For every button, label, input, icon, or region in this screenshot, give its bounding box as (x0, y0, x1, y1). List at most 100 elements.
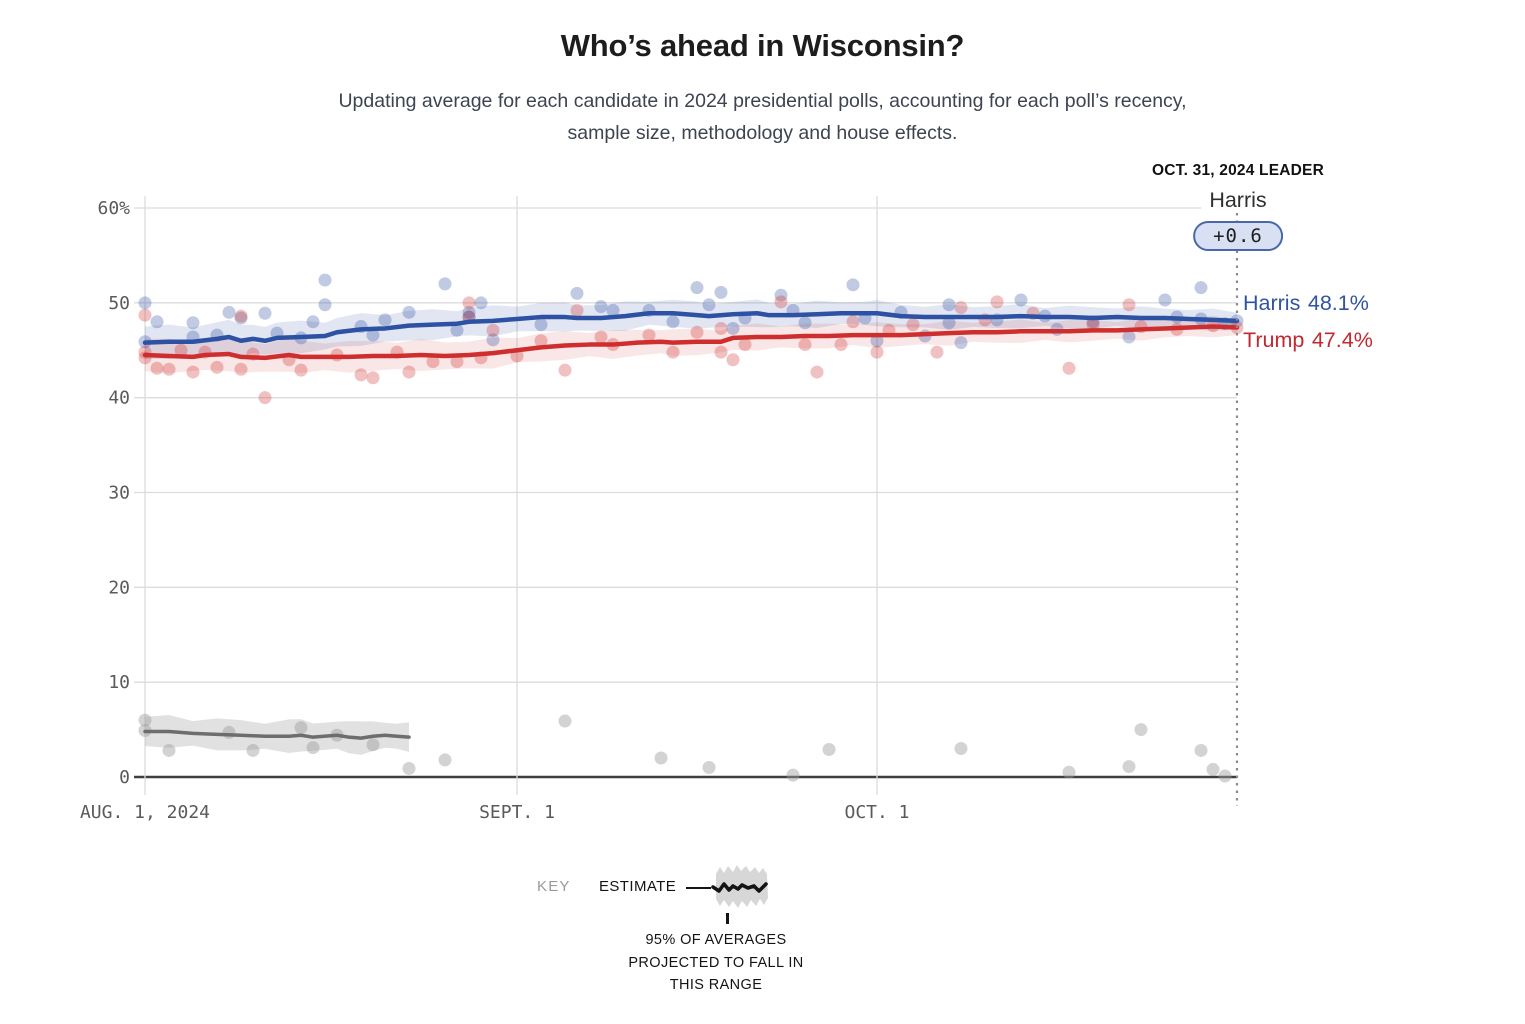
poll-dot-harris (954, 336, 968, 350)
poll-dot-harris (486, 333, 500, 347)
key-caption: 95% OF AVERAGES PROJECTED TO FALL IN THI… (586, 929, 846, 997)
trump-end-value: 47.4% (1311, 328, 1373, 352)
x-tick-label: AUG. 1, 2024 (80, 802, 210, 823)
poll-dot-harris (846, 278, 860, 292)
poll-dot-trump (1062, 361, 1076, 375)
y-tick-label: 0 (119, 767, 130, 788)
poll-dot-harris (186, 316, 200, 330)
poll-dot-trump (738, 338, 752, 352)
poll-dot-gray (402, 761, 416, 775)
confidence-band-trump (145, 315, 1237, 374)
poll-dot-trump (1122, 298, 1136, 312)
y-tick-label: 50 (108, 293, 130, 314)
poll-dot-harris (474, 296, 488, 310)
poll-dot-gray (246, 743, 260, 757)
key-estimate-line (711, 882, 768, 893)
poll-dot-gray (138, 713, 152, 727)
poll-dot-harris (222, 305, 236, 319)
trend-line-harris (142, 311, 1240, 345)
key-caption-line-3: THIS RANGE (669, 977, 763, 993)
poll-dot-trump (930, 345, 944, 359)
poll-dot-trump (366, 371, 380, 385)
poll-dot-harris (258, 306, 272, 320)
key-estimate-label: ESTIMATE (599, 878, 677, 895)
y-tick-label: 10 (108, 672, 130, 693)
poll-dot-trump (726, 353, 740, 367)
poll-dot-harris (702, 298, 716, 312)
leader-name: Harris (1201, 188, 1275, 213)
poll-dot-trump (258, 391, 272, 405)
poll-dot-gray (306, 741, 320, 755)
harris-end-value: 48.1% (1307, 291, 1369, 315)
poll-dot-trump (594, 330, 608, 344)
poll-dot-harris (318, 298, 332, 312)
trend-line-trump (142, 324, 1240, 361)
poll-dot-harris (1122, 330, 1136, 344)
confidence-band-harris (145, 299, 1237, 359)
x-tick-label: OCT. 1 (844, 802, 909, 823)
poll-dot-trump (234, 362, 248, 376)
y-tick-label: 40 (108, 388, 130, 409)
key-connector-line (686, 887, 711, 889)
key-caption-line-1: 95% OF AVERAGES (645, 932, 787, 948)
poll-dot-harris (534, 318, 548, 332)
poll-dot-harris (666, 315, 680, 329)
poll-dot-trump (906, 318, 920, 332)
leader-margin-badge: +0.6 (1193, 221, 1283, 251)
poll-dot-gray (1122, 760, 1136, 774)
key-caption-line-2: PROJECTED TO FALL IN (628, 954, 804, 971)
y-tick-label: 30 (108, 483, 130, 504)
poll-dot-trump (846, 315, 860, 329)
poll-dot-gray (822, 742, 836, 756)
poll-dot-trump (402, 365, 416, 379)
poll-dot-trump (990, 295, 1004, 309)
x-tick-label: SEPT. 1 (479, 802, 555, 823)
poll-dot-harris (450, 323, 464, 337)
poll-dot-trump (234, 309, 248, 323)
subtitle-line-2: sample size, methodology and house effec… (567, 122, 958, 144)
poll-dot-harris (438, 277, 452, 291)
poll-dot-harris (606, 303, 620, 317)
poll-dot-trump (210, 360, 224, 374)
poll-dot-harris (870, 334, 884, 348)
poll-dot-trump (186, 365, 200, 379)
chart-title: Who’s ahead in Wisconsin? (560, 28, 965, 63)
poll-dot-trump (558, 363, 572, 377)
trump-end-label: Trump 47.4% (1243, 328, 1373, 353)
poll-dot-trump (294, 363, 308, 377)
poll-dot-harris (570, 286, 584, 300)
harris-end-label: Harris 48.1% (1243, 291, 1369, 316)
key-label: KEY (537, 878, 571, 895)
harris-end-name: Harris (1243, 291, 1301, 315)
poll-dot-trump (798, 338, 812, 352)
poll-dot-gray (1134, 723, 1148, 737)
poll-dot-trump (870, 345, 884, 359)
poll-dot-gray (786, 768, 800, 782)
poll-dot-harris (366, 328, 380, 342)
poll-dot-harris (714, 285, 728, 299)
poll-dot-gray (162, 743, 176, 757)
y-tick-label: 20 (108, 577, 130, 598)
poll-dot-trump (690, 325, 704, 339)
poll-dot-trump (174, 343, 188, 357)
poll-dot-harris (942, 316, 956, 330)
poll-dot-gray (438, 753, 452, 767)
poll-dot-harris (138, 296, 152, 310)
poll-dot-trump (426, 355, 440, 369)
poll-dot-trump (354, 368, 368, 382)
poll-dot-trump (138, 308, 152, 322)
poll-dot-harris (402, 305, 416, 319)
poll-dot-gray (558, 714, 572, 728)
poll-dot-harris (594, 300, 608, 314)
poll-dot-trump (162, 362, 176, 376)
poll-dot-harris (378, 313, 392, 327)
poll-dot-trump (1086, 318, 1100, 332)
poll-dot-trump (570, 303, 584, 317)
chart-subtitle: Updating average for each candidate in 2… (0, 85, 1525, 149)
poll-dot-harris (774, 288, 788, 302)
key-caption-tick (726, 913, 729, 924)
poll-dot-trump (534, 334, 548, 348)
poll-dot-trump (150, 361, 164, 375)
